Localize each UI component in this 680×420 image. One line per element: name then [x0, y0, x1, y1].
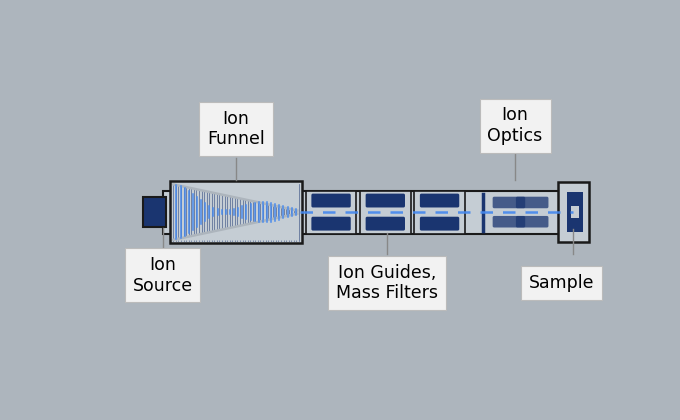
Text: Sample: Sample — [529, 274, 594, 292]
FancyBboxPatch shape — [516, 216, 549, 228]
Bar — [567, 192, 583, 232]
FancyBboxPatch shape — [492, 216, 525, 228]
Bar — [360, 191, 411, 234]
FancyBboxPatch shape — [366, 217, 405, 231]
Bar — [306, 191, 356, 234]
Bar — [558, 182, 589, 242]
Polygon shape — [173, 184, 298, 210]
Bar — [414, 191, 464, 234]
FancyBboxPatch shape — [516, 197, 549, 208]
Text: Ion Guides,
Mass Filters: Ion Guides, Mass Filters — [336, 263, 438, 302]
Bar — [571, 207, 579, 218]
FancyBboxPatch shape — [492, 197, 525, 208]
Text: Ion
Optics: Ion Optics — [488, 106, 543, 145]
FancyBboxPatch shape — [366, 194, 405, 207]
FancyBboxPatch shape — [311, 194, 351, 207]
Polygon shape — [173, 214, 298, 241]
Text: Ion
Funnel: Ion Funnel — [207, 110, 265, 148]
FancyBboxPatch shape — [420, 217, 459, 231]
Bar — [170, 181, 302, 243]
Bar — [163, 191, 562, 234]
FancyBboxPatch shape — [311, 217, 351, 231]
FancyBboxPatch shape — [420, 194, 459, 207]
Bar — [143, 197, 167, 227]
Text: Ion
Source: Ion Source — [133, 256, 192, 295]
